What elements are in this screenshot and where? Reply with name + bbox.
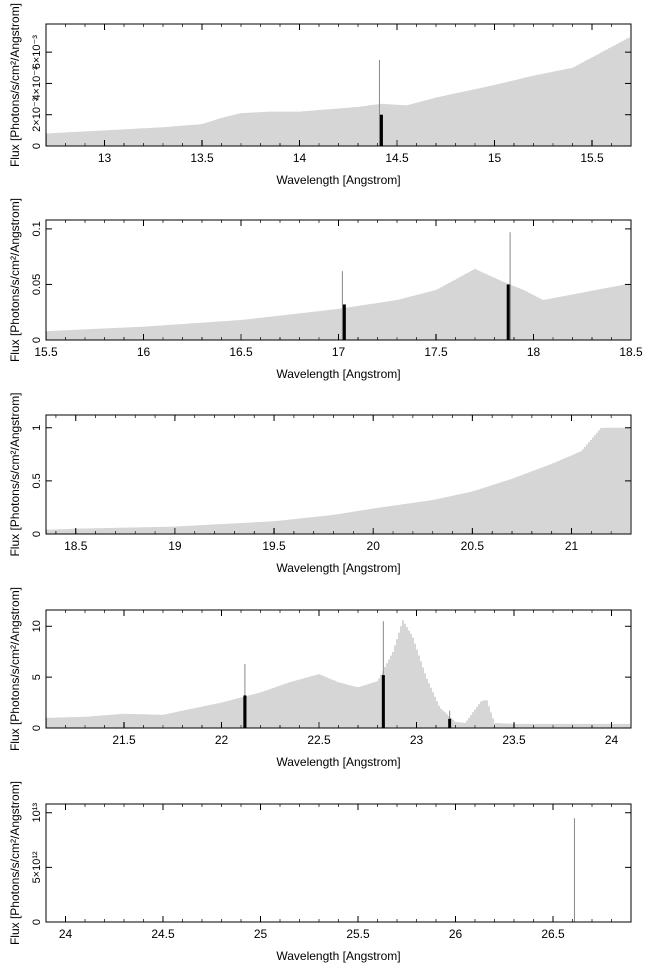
x-tick-label: 14.5	[385, 151, 409, 165]
y-tick-label: 1	[31, 425, 43, 431]
x-axis-label: Wavelength [Angstrom]	[276, 367, 400, 381]
x-tick-label: 23.5	[502, 733, 526, 747]
y-axis-label: Flux [Photons/s/cm²/Angstrom]	[8, 587, 22, 751]
y-tick-label: 6×10⁻³	[31, 35, 43, 70]
x-tick-label: 17	[332, 345, 346, 359]
x-tick-label: 26	[449, 927, 463, 941]
emission-lines	[341, 232, 511, 340]
plot-frame	[45, 803, 632, 923]
x-tick-label: 18	[527, 345, 541, 359]
chart-panel-5: 24 24.5 25 25.5 26 26.5 0 5×10¹² 10¹³ Wavelength …	[8, 781, 632, 963]
x-axis-label: Wavelength [Angstrom]	[276, 561, 400, 575]
x-axis-label: Wavelength [Angstrom]	[276, 173, 400, 187]
emission-lines	[243, 621, 452, 728]
chart-panel-2: 15.5 16 16.5 17 17.5 18 18.5 0 0.05 0.1 Wavelength…	[8, 198, 643, 381]
x-tick-label: 19.5	[262, 539, 286, 553]
x-tick-label: 17.5	[424, 345, 448, 359]
y-axis-label: Flux [Photons/s/cm²/Angstrom]	[8, 3, 22, 167]
y-tick-label: 5	[31, 674, 43, 680]
x-tick-label: 18.5	[619, 345, 643, 359]
plot-frame	[45, 609, 632, 729]
y-tick-label: 0.1	[31, 221, 43, 236]
chart-panel-4: 21.5 22 22.5 23 23.5 24 0 5 10 Wavelength [Angstr…	[8, 587, 632, 769]
y-tick-label: 0.05	[31, 274, 43, 295]
x-tick-label: 22	[215, 733, 229, 747]
x-tick-label: 25	[254, 927, 268, 941]
x-tick-label: 24	[59, 927, 73, 941]
x-tick-label: 25.5	[346, 927, 370, 941]
continuum-bars	[46, 37, 630, 146]
y-tick-label: 5×10¹²	[31, 851, 43, 883]
y-axis-label: Flux [Photons/s/cm²/Angstrom]	[8, 781, 22, 945]
x-tick-label: 24	[605, 733, 619, 747]
x-tick-label: 16.5	[229, 345, 253, 359]
x-axis-label: Wavelength [Angstrom]	[276, 949, 400, 963]
x-tick-label: 24.5	[151, 927, 175, 941]
x-tick-label: 21	[565, 539, 579, 553]
y-axis-label: Flux [Photons/s/cm²/Angstrom]	[8, 198, 22, 362]
x-tick-label: 26.5	[541, 927, 565, 941]
x-tick-label: 15.5	[34, 345, 58, 359]
y-axis-label: Flux [Photons/s/cm²/Angstrom]	[8, 392, 22, 556]
y-tick-label: 10¹³	[31, 803, 43, 823]
continuum-bars	[46, 427, 630, 534]
emission-lines	[378, 59, 383, 146]
x-tick-label: 15	[488, 151, 502, 165]
x-tick-label: 13.5	[190, 151, 214, 165]
y-tick-label: 0.5	[31, 473, 43, 488]
y-tick-label: 0	[31, 919, 43, 925]
x-tick-label: 20.5	[461, 539, 485, 553]
y-tick-label: 4×10⁻³	[31, 66, 43, 101]
y-tick-label: 0	[31, 531, 43, 537]
x-tick-label: 18.5	[64, 539, 88, 553]
y-tick-label: 0	[31, 143, 43, 149]
plot-frame	[45, 414, 632, 535]
continuum-bars	[46, 268, 630, 340]
x-tick-label: 14	[293, 151, 307, 165]
y-tick-label: 2×10⁻³	[31, 97, 43, 132]
x-tick-label: 20	[367, 539, 381, 553]
chart-panel-1: 13 13.5 14 14.5 15 15.5 0 2×10⁻³4×10⁻³6×10⁻³ Wav…	[8, 3, 632, 187]
x-tick-label: 23	[410, 733, 424, 747]
x-tick-label: 21.5	[112, 733, 136, 747]
x-axis-label: Wavelength [Angstrom]	[276, 755, 400, 769]
continuum-bars	[46, 620, 630, 728]
x-tick-label: 19	[168, 539, 182, 553]
y-tick-label: 0	[31, 337, 43, 343]
x-tick-label: 15.5	[580, 151, 604, 165]
chart-panel-3: 18.5 19 19.5 20 20.5 21 0 0.5 1 Wavelength [Angst…	[8, 392, 632, 575]
x-tick-label: 13	[98, 151, 112, 165]
y-tick-label: 0	[31, 725, 43, 731]
y-tick-label: 10	[31, 620, 43, 632]
x-tick-label: 16	[137, 345, 151, 359]
x-tick-label: 22.5	[307, 733, 331, 747]
